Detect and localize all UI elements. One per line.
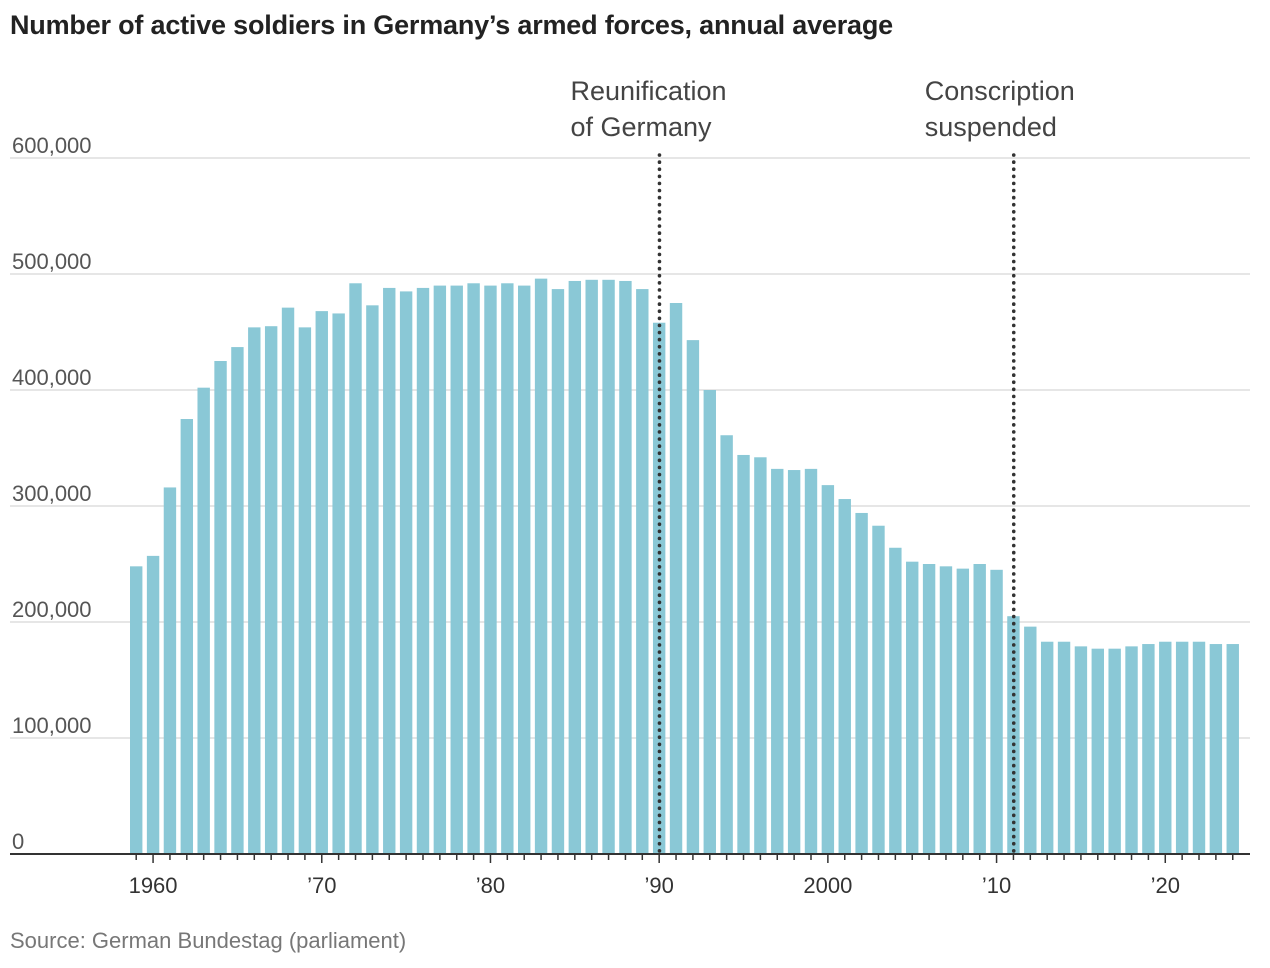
bar-1965 bbox=[231, 347, 244, 854]
bar-1985 bbox=[568, 280, 582, 855]
bar-1986 bbox=[585, 279, 598, 854]
bar-1973 bbox=[366, 305, 379, 854]
bar-2021 bbox=[1175, 641, 1189, 854]
bar-2002 bbox=[855, 512, 868, 854]
bar-1999 bbox=[804, 468, 818, 854]
bar-2014 bbox=[1057, 641, 1071, 854]
bar-1975 bbox=[399, 291, 413, 854]
bar-2013 bbox=[1040, 641, 1054, 854]
bar-1963 bbox=[197, 387, 210, 854]
x-tick-label: 2000 bbox=[803, 873, 852, 898]
bar-1980 bbox=[484, 285, 497, 855]
bar-1983 bbox=[534, 278, 548, 854]
x-tick-label: ’10 bbox=[982, 873, 1011, 898]
y-tick-label: 200,000 bbox=[12, 597, 92, 622]
bar-2012 bbox=[1024, 626, 1037, 854]
bar-1962 bbox=[180, 419, 194, 854]
bar-2005 bbox=[906, 561, 919, 854]
y-tick-label: 500,000 bbox=[12, 249, 92, 274]
y-tick-label: 100,000 bbox=[12, 713, 92, 738]
annotation-label: suspended bbox=[925, 112, 1057, 142]
bar-2015 bbox=[1074, 646, 1088, 854]
bar-2008 bbox=[956, 568, 970, 854]
bar-1998 bbox=[787, 470, 801, 854]
bar-1976 bbox=[416, 287, 430, 854]
x-tick-label: ’20 bbox=[1151, 873, 1180, 898]
bar-1981 bbox=[501, 283, 514, 854]
bar-2006 bbox=[922, 564, 936, 854]
bar-2001 bbox=[838, 499, 851, 854]
bar-2017 bbox=[1108, 648, 1121, 854]
bar-1966 bbox=[248, 327, 261, 854]
x-axis-ticks: 1960 ’70 ’80 ’90 2000 ’10 ’20 bbox=[129, 873, 1180, 898]
bar-2007 bbox=[939, 566, 953, 854]
bar-2003 bbox=[872, 525, 885, 854]
bar-1992 bbox=[686, 340, 700, 854]
bar-1967 bbox=[264, 326, 278, 854]
annotations: Reunification of Germany Conscription suspe… bbox=[570, 76, 1075, 856]
annotation-label: of Germany bbox=[570, 112, 712, 142]
y-tick-label: 0 bbox=[12, 829, 24, 854]
y-tick-label: 300,000 bbox=[12, 481, 92, 506]
bar-1960 bbox=[146, 555, 160, 854]
x-tick-label: ’70 bbox=[307, 873, 336, 898]
bar-1968 bbox=[281, 307, 295, 854]
bar-1971 bbox=[332, 313, 345, 854]
x-axis bbox=[10, 853, 1250, 863]
y-tick-label: 400,000 bbox=[12, 365, 92, 390]
bar-1972 bbox=[349, 283, 362, 854]
bar-1997 bbox=[771, 468, 784, 854]
x-tick-label: ’80 bbox=[476, 873, 505, 898]
bar-1974 bbox=[383, 287, 396, 854]
bars bbox=[130, 278, 1239, 855]
y-tick-label: 600,000 bbox=[12, 133, 92, 158]
bar-2018 bbox=[1125, 646, 1138, 854]
bar-1984 bbox=[551, 289, 565, 855]
x-tick-label: 1960 bbox=[129, 873, 178, 898]
bar-2020 bbox=[1159, 641, 1172, 854]
annotation-label: Reunification bbox=[570, 76, 726, 106]
bar-1995 bbox=[737, 454, 750, 854]
bar-1964 bbox=[214, 361, 227, 854]
bar-1970 bbox=[315, 311, 328, 854]
bar-1987 bbox=[602, 279, 615, 854]
bar-1988 bbox=[619, 280, 632, 855]
annotation-label: Conscription bbox=[925, 76, 1075, 106]
bar-2023 bbox=[1209, 644, 1223, 854]
y-axis-ticks: 0 100,000 200,000 300,000 400,000 500,000 600,… bbox=[12, 133, 92, 854]
bar-1982 bbox=[518, 285, 531, 855]
bar-2000 bbox=[821, 485, 835, 854]
bar-2019 bbox=[1142, 644, 1155, 854]
bar-1959 bbox=[130, 566, 143, 854]
bar-1978 bbox=[450, 285, 463, 855]
bar-2004 bbox=[889, 547, 902, 854]
bar-1991 bbox=[669, 303, 683, 854]
bar-2024 bbox=[1226, 644, 1239, 854]
bar-1961 bbox=[163, 487, 177, 854]
bar-1977 bbox=[433, 285, 447, 855]
bar-2016 bbox=[1091, 648, 1104, 854]
bar-1996 bbox=[754, 457, 767, 854]
bar-2022 bbox=[1192, 641, 1206, 854]
bar-1989 bbox=[636, 289, 649, 855]
bar-1969 bbox=[298, 327, 312, 854]
chart-source: Source: German Bundestag (parliament) bbox=[10, 928, 407, 953]
bar-1993 bbox=[703, 390, 716, 854]
chart-title: Number of active soldiers in Germany’s a… bbox=[10, 10, 893, 40]
bar-1979 bbox=[467, 283, 480, 854]
bar-2011 bbox=[1007, 616, 1020, 854]
x-tick-label: ’90 bbox=[644, 873, 673, 898]
bar-1994 bbox=[720, 435, 733, 854]
bar-2009 bbox=[973, 564, 986, 854]
bar-2010 bbox=[990, 569, 1003, 854]
